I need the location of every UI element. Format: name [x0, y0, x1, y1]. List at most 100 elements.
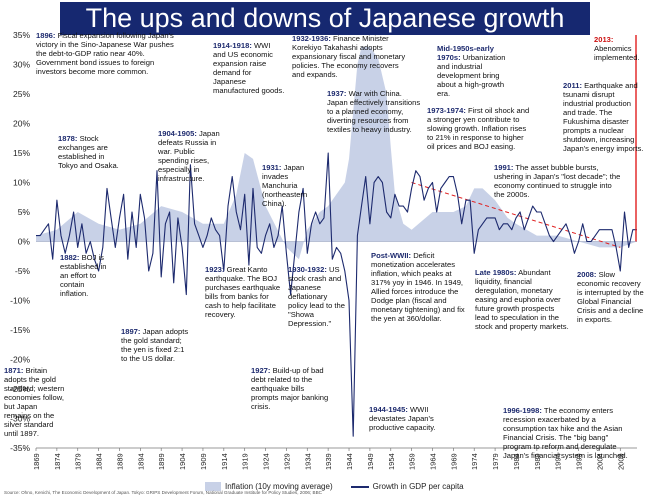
- y-tick-label: 15%: [13, 148, 30, 158]
- annotation-text: Japan invades Manchuria (northeastern Ch…: [262, 163, 308, 208]
- annotation-late-1980s: Late 1980s: Abundant liquidity, financia…: [475, 268, 569, 331]
- y-tick-label: -30%: [10, 414, 30, 424]
- annotation-year: 1932-1936:: [292, 34, 331, 43]
- x-tick-label: 1874: [53, 453, 62, 470]
- annotation-year: 1904-1905:: [158, 129, 197, 138]
- annotation-1931: 1931: Japan invades Manchuria (northeast…: [262, 163, 322, 208]
- annotation-1923: 1923: Great Kanto earthquake. The BOJ pu…: [205, 265, 281, 319]
- annotation-text: Great Kanto earthquake. The BOJ purchase…: [205, 265, 281, 319]
- annotation-text: Fiscal expansion following Japan's victo…: [36, 31, 174, 76]
- y-tick-label: -15%: [10, 325, 30, 335]
- y-tick-label: -25%: [10, 384, 30, 394]
- y-tick-label: 20%: [13, 119, 30, 129]
- x-tick-label: 1904: [178, 453, 187, 470]
- x-tick-label: 1929: [282, 453, 291, 470]
- annotation-year: 2008:: [577, 270, 597, 279]
- x-tick-label: 1884: [95, 453, 104, 470]
- x-tick-label: 1909: [199, 453, 208, 470]
- annotation-1871: 1871: Britain adopts the gold standard; …: [4, 366, 66, 438]
- annotation-text: WWI and US economic expansion raise dema…: [213, 41, 285, 95]
- annotation-1896: 1896: Fiscal expansion following Japan's…: [36, 31, 186, 76]
- x-tick-label: 2009: [616, 453, 625, 470]
- y-tick-label: -5%: [15, 266, 31, 276]
- annotation-text: Britain adopts the gold standard; wester…: [4, 366, 65, 438]
- annotation-year: 1937:: [327, 89, 347, 98]
- annotation-year: Mid-1950s-early 1970s:: [437, 44, 494, 62]
- annotation-text: Japan defeats Russia in war. Public spen…: [158, 129, 220, 183]
- x-tick-label: 1999: [575, 453, 584, 470]
- x-tick-label: 2004: [595, 453, 604, 470]
- annotation-text: WWII devastates Japan's productive capac…: [369, 405, 436, 432]
- annotation-year: 1927:: [251, 366, 271, 375]
- annotation-year: 2013:: [594, 35, 614, 44]
- annotation-year: 1973-1974:: [427, 106, 466, 115]
- annotation-1932-1936: 1932-1936: Finance Minister Korekiyo Tak…: [292, 34, 410, 79]
- annotation-text: War with China. Japan effectively transi…: [327, 89, 421, 134]
- annotation-text: Abundant liquidity, financial deregulati…: [475, 268, 569, 331]
- annotation-year: 1944-1945:: [369, 405, 408, 414]
- annotation-year: 1897:: [121, 327, 141, 336]
- annotation-text: Earthquake and tsunami disrupt industria…: [563, 81, 644, 153]
- x-tick-label: 1979: [491, 453, 500, 470]
- source-note: Source: Ohno, Kenichi, The Economic Deve…: [4, 490, 322, 495]
- annotation-year: 1896:: [36, 31, 56, 40]
- annotation-text: Urbanization and industrial development …: [437, 53, 506, 98]
- legend-swatch-growth: [350, 485, 369, 488]
- x-tick-label: 1879: [74, 453, 83, 470]
- x-tick-label: 1919: [241, 453, 250, 470]
- annotation-2008: 2008: Slow economic recovery is interrup…: [577, 270, 647, 324]
- x-tick-label: 1914: [220, 453, 229, 470]
- annotation-1927: 1927: Build-up of bad debt related to th…: [251, 366, 333, 411]
- annotation-text: US stock crash and Japanese deflationary…: [288, 265, 345, 328]
- annotation-1930-1932: 1930-1932: US stock crash and Japanese d…: [288, 265, 346, 328]
- y-tick-label: -10%: [10, 296, 30, 306]
- annotation-year: 1923:: [205, 265, 225, 274]
- y-axis-ticks: -35% -30% -25% -20% -15% -10% -5% 0% 5% 10% 15% 20%…: [10, 30, 30, 453]
- annotation-1882: 1882: BOJ is established in an effort to…: [60, 253, 114, 298]
- legend-label-growth: Growth in GDP per capita: [372, 482, 464, 491]
- annotation-text: Japan adopts the gold standard; the yen …: [121, 327, 189, 363]
- y-tick-label: -35%: [10, 443, 30, 453]
- x-tick-label: 1949: [366, 453, 375, 470]
- growth-line-layer: [36, 35, 637, 437]
- annotation-1904-1905: 1904-1905: Japan defeats Russia in war. …: [158, 129, 222, 183]
- x-tick-label: 1869: [32, 453, 41, 470]
- x-tick-label: 1939: [324, 453, 333, 470]
- x-tick-label: 1954: [387, 453, 396, 470]
- x-tick-label: 1934: [303, 453, 312, 470]
- x-tick-label: 1964: [428, 453, 437, 470]
- annotation-year: 1882:: [60, 253, 80, 262]
- y-tick-label: 30%: [13, 60, 30, 70]
- annotation-2013: 2013: Abenomics implemented.: [594, 35, 648, 62]
- annotation-year: 1996-1998:: [503, 406, 542, 415]
- annotation-text: First oil shock and a stronger yen contr…: [427, 106, 530, 151]
- annotation-1937: 1937: War with China. Japan effectively …: [327, 89, 423, 134]
- growth-line: [36, 152, 637, 437]
- chart-title: The ups and downs of Japanese growth: [60, 2, 590, 35]
- annotation-1878: 1878: Stock exchanges are established in…: [58, 134, 124, 170]
- y-tick-label: 35%: [13, 30, 30, 40]
- annotation-year: 1878:: [58, 134, 78, 143]
- annotation-1897: 1897: Japan adopts the gold standard; th…: [121, 327, 191, 363]
- annotation-year: Late 1980s:: [475, 268, 517, 277]
- x-tick-label: 1974: [470, 453, 479, 470]
- x-tick-label: 1984: [512, 453, 521, 470]
- x-tick-label: 1924: [262, 453, 271, 470]
- annotation-1944-1945: 1944-1945: WWII devastates Japan's produ…: [369, 405, 461, 432]
- y-tick-label: 0%: [18, 237, 31, 247]
- x-tick-label: 1899: [157, 453, 166, 470]
- annotation-text: Abenomics implemented.: [594, 44, 640, 62]
- annotation-post-wwii: Post-WWII: Deficit monetization accelera…: [371, 251, 467, 323]
- x-tick-label: 1989: [533, 453, 542, 470]
- annotation-text: Finance Minister Korekiyo Takahashi adop…: [292, 34, 406, 79]
- annotation-1973-1974: 1973-1974: First oil shock and a stronge…: [427, 106, 531, 151]
- chart-legend: Inflation (10y moving average) Growth in…: [205, 482, 464, 491]
- annotation-year: 1914-1918:: [213, 41, 252, 50]
- x-tick-label: 1894: [136, 453, 145, 470]
- x-axis-ticks: 1869 1874 1879 1884 1889 1894 1899 1904 1909 1914…: [32, 448, 625, 470]
- x-tick-label: 1944: [345, 453, 354, 470]
- annotation-year: 2011:: [563, 81, 583, 90]
- annotation-1914-1918: 1914-1918: WWI and US economic expansion…: [213, 41, 285, 95]
- annotation-text: Deficit monetization accelerates inflati…: [371, 251, 465, 323]
